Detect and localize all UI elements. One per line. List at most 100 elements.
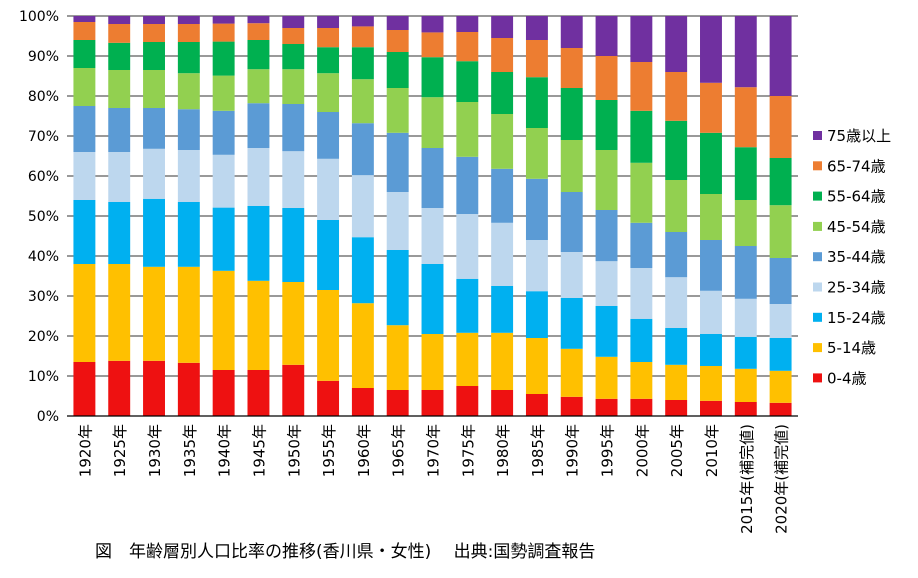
bar-segment	[525, 16, 548, 40]
bar-segment	[491, 114, 514, 169]
bar-segment	[734, 246, 757, 299]
bar-segment	[143, 24, 165, 42]
bar-segment	[525, 338, 548, 394]
y-tick-label: 60%	[28, 169, 59, 185]
bar-segment	[386, 30, 409, 52]
bar-segment	[630, 318, 653, 362]
bar-segment	[525, 240, 548, 292]
bar-segment	[491, 72, 514, 114]
bar-segment	[282, 44, 305, 70]
bar-segment	[630, 362, 653, 399]
bar-segment	[247, 69, 270, 104]
bar-segment	[73, 200, 96, 264]
bar-segment	[595, 150, 618, 210]
bar-segment	[73, 40, 96, 68]
legend-label: 55-64歳	[827, 188, 886, 206]
bar-segment	[630, 110, 653, 163]
y-tick-label: 40%	[28, 249, 59, 265]
bar-segment	[177, 150, 200, 202]
bar-segment	[665, 328, 688, 365]
bar-segment	[108, 152, 131, 202]
bar-segment	[595, 210, 618, 262]
bar-segment	[177, 24, 200, 42]
bar-segment	[108, 264, 131, 361]
bar-segment	[247, 280, 270, 370]
bar-segment	[177, 362, 200, 416]
bar-segment	[595, 356, 618, 399]
bar-segment	[560, 140, 583, 192]
bar-segment	[282, 282, 305, 365]
chart-caption: 図 年齢層別人口比率の推移(香川県・女性) 出典:国勢調査報告	[95, 542, 595, 562]
bar-segment	[282, 364, 305, 416]
bar-segment	[700, 400, 722, 416]
bar-segment	[108, 360, 131, 416]
bar-segment	[456, 214, 479, 279]
bar-segment	[177, 202, 200, 267]
bar-segment	[595, 56, 618, 100]
bar-segment	[247, 40, 270, 70]
legend-label: 0-4歳	[827, 369, 867, 387]
bar-segment	[491, 38, 514, 72]
bar-segment	[525, 394, 548, 416]
bar-segment	[247, 103, 270, 148]
bar-segment	[177, 109, 200, 150]
bar-segment	[351, 47, 374, 80]
bar-segment	[108, 202, 131, 264]
y-tick-label: 90%	[28, 49, 59, 65]
x-category-label: 1950年	[285, 424, 303, 477]
bar-segment	[282, 104, 305, 152]
bar-segment	[317, 220, 340, 290]
legend-swatch	[813, 373, 822, 383]
bar-segment	[421, 97, 444, 148]
bar-segment	[665, 400, 688, 416]
bar-segment	[491, 390, 514, 416]
bar-segment	[212, 370, 235, 416]
bar-segment	[630, 62, 653, 111]
bar-segment	[73, 152, 96, 200]
legend-label: 35-44歳	[827, 248, 886, 266]
legend-swatch	[813, 343, 822, 353]
x-category-label: 1965年	[390, 424, 408, 477]
bar-segment	[560, 348, 583, 397]
bar-segment	[386, 192, 409, 250]
legend: 75歳以上 65-74歳 55-64歳 45-54歳 35-44歳 25-34歳 15-24…	[813, 127, 891, 387]
bar-segment	[456, 61, 479, 102]
bar-stack	[630, 16, 653, 416]
bar-segment	[491, 332, 514, 390]
bar-segment	[282, 151, 305, 208]
bar-stack	[177, 16, 200, 416]
bar-segment	[421, 16, 444, 33]
x-category-label: 1945年	[250, 424, 268, 477]
legend-swatch	[813, 312, 822, 322]
bar-segment	[421, 32, 444, 58]
y-tick-label: 20%	[28, 329, 59, 345]
bar-stack	[734, 16, 757, 416]
bar-segment	[630, 222, 653, 268]
bar-segment	[456, 332, 479, 386]
bar-segment	[73, 362, 96, 416]
bar-segment	[595, 398, 618, 416]
bar-segment	[421, 334, 444, 390]
bars	[73, 16, 792, 416]
bar-segment	[734, 336, 757, 369]
bar-segment	[421, 57, 444, 98]
bar-segment	[456, 16, 479, 32]
bar-segment	[560, 48, 583, 88]
bar-segment	[456, 386, 479, 416]
bar-segment	[351, 237, 374, 304]
bar-segment	[351, 16, 374, 27]
y-tick-label: 100%	[19, 9, 59, 25]
bar-stack	[456, 16, 479, 416]
legend-swatch	[813, 221, 822, 231]
bar-segment	[143, 42, 165, 70]
bar-segment	[212, 41, 235, 76]
x-category-label: 1970年	[425, 424, 443, 477]
bar-stack	[560, 16, 583, 416]
bar-segment	[351, 26, 374, 48]
x-category-label: 1980年	[494, 424, 512, 477]
bar-segment	[525, 128, 548, 179]
legend-swatch	[813, 131, 822, 140]
bar-stack	[700, 16, 722, 416]
x-category-label: 1990年	[564, 424, 582, 477]
y-tick-label: 50%	[28, 209, 59, 225]
